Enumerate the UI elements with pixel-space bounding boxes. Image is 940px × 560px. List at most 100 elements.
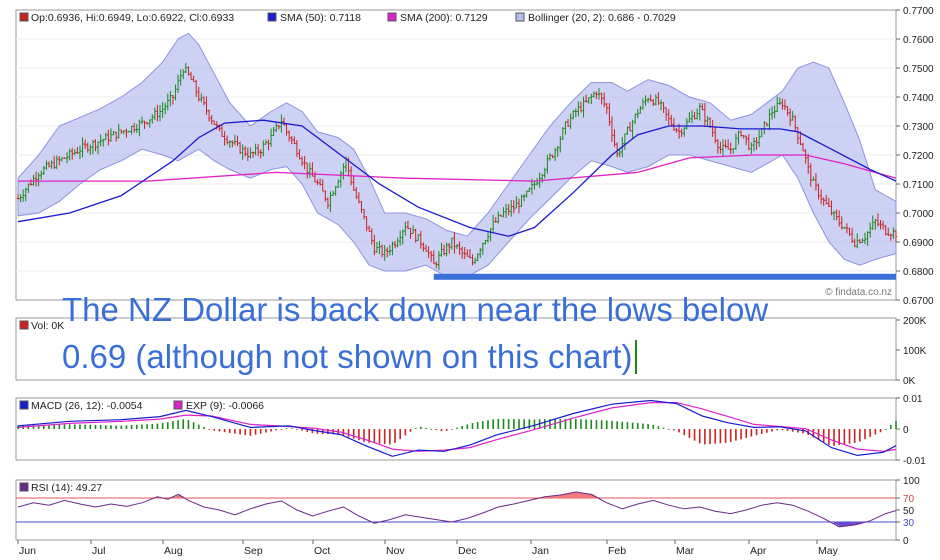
rsi-overbought-fill	[549, 496, 553, 498]
macd-histogram-bar	[425, 427, 427, 429]
macd-histogram-bar	[43, 424, 45, 429]
macd-histogram-bar	[745, 429, 748, 438]
macd-histogram-bar	[874, 429, 877, 435]
macd-histogram-bar	[735, 429, 737, 441]
macd-histogram-bar	[569, 418, 572, 429]
macd-histogram-bar	[182, 419, 185, 429]
macd-histogram-bar	[693, 429, 696, 441]
macd-histogram-bar	[482, 421, 484, 429]
rsi-oversold-fill	[831, 522, 835, 523]
macd-histogram-bar	[32, 425, 35, 429]
rsi-oversold-fill	[849, 522, 853, 526]
macd-histogram-bar	[580, 419, 582, 429]
price-tick-label: 0.6900	[903, 238, 934, 249]
rsi-overbought-fill	[578, 492, 582, 498]
macd-histogram-bar	[755, 429, 758, 436]
macd-histogram-bar	[89, 424, 92, 429]
macd-histogram-bar	[63, 424, 66, 429]
rsi-oversold-fill	[846, 522, 850, 526]
legend-exp-swatch	[173, 400, 183, 410]
macd-histogram-bar	[125, 425, 128, 429]
candles	[16, 62, 898, 271]
support-line	[433, 273, 896, 280]
macd-histogram-bar	[254, 429, 257, 435]
macd-histogram-bar	[502, 418, 505, 429]
legend-bollinger: Bollinger (20, 2): 0.686 - 0.7029	[528, 12, 676, 24]
macd-histogram-bar	[430, 429, 432, 430]
volume-panel	[15, 317, 897, 381]
price-tick-label: 0.7600	[903, 35, 934, 46]
macd-histogram-bar	[151, 423, 154, 429]
macd-histogram-bar	[549, 419, 551, 429]
macd-histogram-bar	[203, 426, 205, 429]
macd-histogram-bar	[37, 425, 40, 429]
rsi-overbought-fill	[544, 496, 548, 498]
macd-histogram-bar	[399, 429, 401, 440]
macd-histogram-bar	[404, 429, 407, 436]
macd-histogram-bar	[166, 422, 169, 429]
macd-histogram-bar	[843, 429, 846, 445]
macd-histogram-bar	[652, 424, 655, 429]
macd-histogram-bar	[828, 429, 830, 445]
price-tick-label: 0.7000	[903, 209, 934, 220]
macd-histogram-bar	[786, 429, 789, 431]
rsi-oversold-fill	[839, 522, 843, 527]
legend-sma200-swatch	[387, 12, 397, 22]
macd-histogram-bar	[647, 423, 649, 429]
macd-histogram-bar	[864, 429, 866, 440]
macd-line	[17, 399, 897, 457]
macd-histogram-bar	[533, 419, 536, 429]
rsi-oversold-fill	[854, 522, 858, 525]
macd-histogram-bar	[296, 429, 298, 430]
macd-histogram-bar	[352, 429, 355, 439]
macd-histogram-bar	[48, 424, 50, 429]
month-tick-label: Feb	[608, 545, 626, 557]
macd-histogram-bar	[719, 429, 722, 444]
macd-histogram-bar	[724, 429, 727, 443]
sma-50-line	[17, 119, 897, 237]
macd-histogram-bar	[544, 419, 546, 429]
macd-histogram-bar	[290, 428, 293, 430]
macd-histogram-bar	[564, 418, 567, 429]
macd-panel	[15, 397, 897, 461]
macd-histogram-bar	[420, 426, 422, 429]
macd-histogram-bar	[311, 429, 314, 434]
macd-histogram-bar	[750, 429, 753, 437]
price-tick-label: 0.6700	[903, 296, 934, 307]
rsi-overbought-fill	[542, 497, 546, 498]
macd-histogram-bar	[445, 429, 448, 431]
macd-histogram-bar	[859, 429, 861, 442]
macd-histogram-bar	[280, 429, 283, 430]
legend-rsi: RSI (14): 49.27	[31, 482, 102, 494]
macd-histogram-bar	[662, 427, 665, 429]
month-tick-label: Jun	[19, 545, 36, 557]
macd-histogram-bar	[704, 429, 706, 445]
macd-histogram-bar	[234, 429, 236, 434]
macd-histogram-bar	[141, 424, 143, 429]
macd-histogram-bar	[673, 429, 675, 431]
rsi-panel	[15, 479, 897, 541]
rsi-overbought-fill	[591, 494, 595, 498]
macd-histogram-bar	[471, 423, 474, 429]
legend-exp: EXP (9): -0.0066	[186, 400, 264, 412]
macd-histogram-bar	[363, 429, 365, 442]
macd-histogram-bar	[766, 429, 768, 433]
month-tick-label: Jul	[92, 545, 105, 557]
rsi-oversold-fill	[841, 522, 845, 527]
legend-sma50-swatch	[267, 12, 277, 22]
rsi-overbought-fill	[560, 495, 564, 498]
macd-histogram-bar	[631, 422, 634, 429]
macd-histogram-bar	[228, 429, 231, 433]
macd-histogram-bar	[244, 429, 247, 436]
macd-histogram-bar	[79, 424, 81, 429]
macd-histogram-bar	[621, 421, 624, 429]
macd-histogram-bar	[605, 420, 608, 429]
annotation-line-1: The NZ Dollar is back down near the lows…	[62, 291, 769, 328]
macd-histogram-bar	[590, 419, 593, 429]
macd-histogram-bar	[698, 429, 701, 444]
legend-sma200: SMA (200): 0.7129	[400, 12, 488, 24]
macd-histogram-bar	[332, 429, 334, 435]
macd-histogram-bar	[667, 429, 670, 430]
macd-histogram-bar	[368, 429, 370, 443]
macd-histogram-bar	[192, 422, 195, 429]
